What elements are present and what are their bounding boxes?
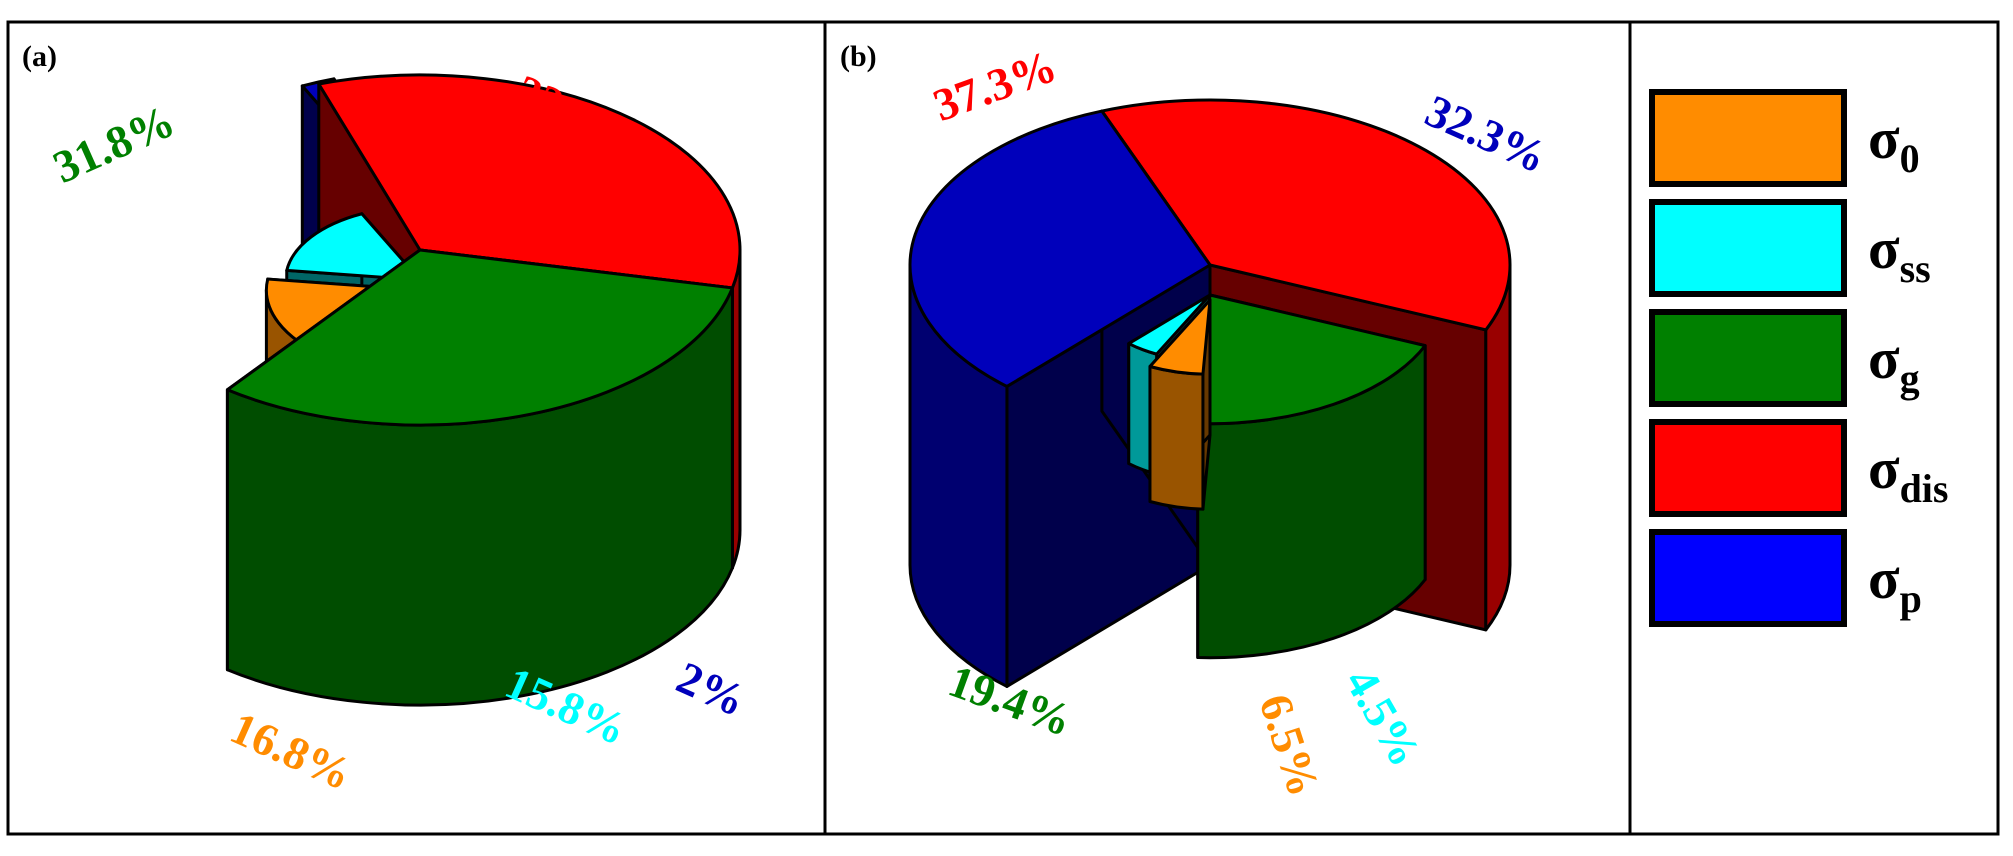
legend: σ0 σss σg σdis σp bbox=[1649, 89, 1949, 627]
legend-label-sdis: σdis bbox=[1868, 436, 1949, 511]
legend-label-s0: σ0 bbox=[1868, 106, 1920, 181]
legend-label-sg: σg bbox=[1868, 326, 1920, 401]
legend-item-sp: σp bbox=[1649, 529, 1922, 627]
legend-swatch-sss bbox=[1649, 199, 1847, 297]
legend-item-sss: σss bbox=[1649, 199, 1931, 297]
pie-chart-a: (a) 16.8% 15.8% 2%33.6%31.8% bbox=[22, 40, 753, 800]
legend-item-sdis: σdis bbox=[1649, 419, 1949, 517]
legend-swatch-sdis bbox=[1649, 419, 1847, 517]
panel-label-b: (b) bbox=[840, 40, 877, 73]
pie-slice-s0 bbox=[1148, 298, 1212, 511]
pie-slice-sg bbox=[1196, 293, 1427, 660]
legend-label-sss: σss bbox=[1868, 216, 1931, 291]
legend-item-sg: σg bbox=[1649, 309, 1920, 407]
pie-slice-sg bbox=[225, 248, 734, 707]
legend-swatch-s0 bbox=[1649, 89, 1847, 187]
legend-item-s0: σ0 bbox=[1649, 89, 1920, 187]
panel-label-a: (a) bbox=[22, 40, 57, 73]
legend-swatch-sg bbox=[1649, 309, 1847, 407]
legend-label-sp: σp bbox=[1868, 546, 1922, 621]
legend-swatch-sp bbox=[1649, 529, 1847, 627]
